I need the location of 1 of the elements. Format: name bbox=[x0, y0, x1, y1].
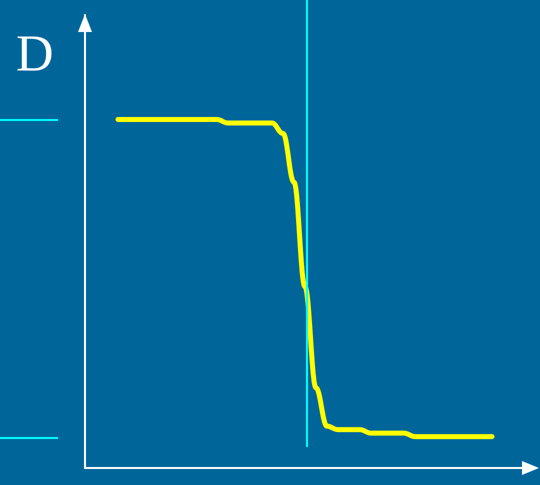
y-axis-title: D bbox=[16, 26, 54, 82]
